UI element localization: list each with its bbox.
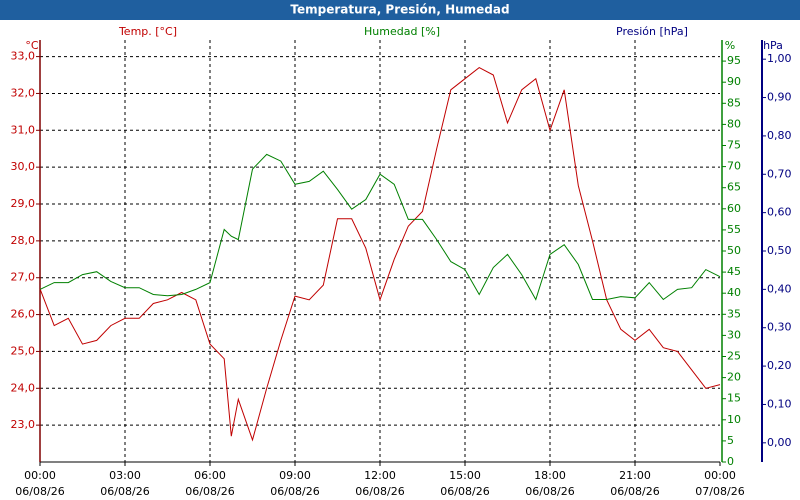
y2-tick-label: 95 <box>727 54 741 67</box>
y3-tick-label: 0,20 <box>767 359 792 372</box>
y2-tick-label: 75 <box>727 139 741 152</box>
y-tick-label: 33,0 <box>11 50 36 63</box>
legend-temp: Temp. [°C] <box>118 25 177 38</box>
x-tick-date: 06/08/26 <box>610 485 659 498</box>
y2-tick-label: 55 <box>727 223 741 236</box>
y-tick-label: 30,0 <box>11 160 36 173</box>
y3-tick-label: 0,40 <box>767 282 792 295</box>
x-tick-label: 09:00 <box>279 469 311 482</box>
x-tick-date: 06/08/26 <box>525 485 574 498</box>
x-tick-label: 18:00 <box>534 469 566 482</box>
series-line <box>39 67 721 442</box>
y3-tick-label: 0,80 <box>767 129 792 142</box>
x-tick-date: 06/08/26 <box>185 485 234 498</box>
x-tick-label: 00:00 <box>704 469 736 482</box>
x-tick-date: 06/08/26 <box>15 485 64 498</box>
y2-tick-label: 40 <box>727 286 741 299</box>
y3-tick-label: 0,70 <box>767 167 792 180</box>
y-tick-label: 29,0 <box>11 197 36 210</box>
y2-tick-label: 50 <box>727 244 741 257</box>
title-bar <box>0 0 800 20</box>
x-tick-label: 21:00 <box>619 469 651 482</box>
y2-tick-label: 35 <box>727 307 741 320</box>
x-tick-label: 06:00 <box>194 469 226 482</box>
legend-humidity: Humedad [%] <box>364 25 440 38</box>
x-tick-date: 06/08/26 <box>355 485 404 498</box>
x-tick-label: 00:00 <box>24 469 56 482</box>
y-tick-label: 27,0 <box>11 271 36 284</box>
y2-tick-label: 10 <box>727 413 741 426</box>
y3-tick-label: 0,00 <box>767 436 792 449</box>
y-tick-label: 23,0 <box>11 418 36 431</box>
x-tick-date: 06/08/26 <box>270 485 319 498</box>
y-tick-label: 26,0 <box>11 308 36 321</box>
y-tick-label: 25,0 <box>11 344 36 357</box>
y2-tick-label: 25 <box>727 350 741 363</box>
x-tick-date: 06/08/26 <box>100 485 149 498</box>
x-tick-label: 12:00 <box>364 469 396 482</box>
y2-tick-label: 5 <box>727 434 734 447</box>
y3-tick-label: 0,90 <box>767 91 792 104</box>
x-tick-date: 06/08/26 <box>440 485 489 498</box>
y2-tick-label: 0 <box>727 455 734 468</box>
y3-tick-label: 0,60 <box>767 206 792 219</box>
y2-unit: % <box>725 39 735 52</box>
y2-tick-label: 60 <box>727 202 741 215</box>
y2-tick-label: 45 <box>727 265 741 278</box>
series-line <box>39 153 721 301</box>
y2-tick-label: 85 <box>727 96 741 109</box>
y2-tick-label: 15 <box>727 392 741 405</box>
y2-tick-label: 90 <box>727 75 741 88</box>
x-tick-date: 07/08/26 <box>695 485 744 498</box>
y2-tick-label: 65 <box>727 181 741 194</box>
y-unit: °C <box>25 39 39 52</box>
y2-tick-label: 20 <box>727 371 741 384</box>
y3-tick-label: 1,00 <box>767 52 792 65</box>
x-tick-label: 15:00 <box>449 469 481 482</box>
y3-tick-label: 0,10 <box>767 397 792 410</box>
y-tick-label: 32,0 <box>11 86 36 99</box>
y2-tick-label: 80 <box>727 117 741 130</box>
y2-tick-label: 70 <box>727 160 741 173</box>
x-tick-label: 03:00 <box>109 469 141 482</box>
y3-unit: hPa <box>763 39 783 52</box>
y3-tick-label: 0,50 <box>767 244 792 257</box>
legend-pressure: Presión [hPa] <box>616 25 688 38</box>
y-tick-label: 31,0 <box>11 123 36 136</box>
y-tick-label: 24,0 <box>11 381 36 394</box>
y2-tick-label: 30 <box>727 328 741 341</box>
y3-tick-label: 0,30 <box>767 321 792 334</box>
y-tick-label: 28,0 <box>11 234 36 247</box>
chart-title: Temperatura, Presión, Humedad <box>290 3 509 17</box>
